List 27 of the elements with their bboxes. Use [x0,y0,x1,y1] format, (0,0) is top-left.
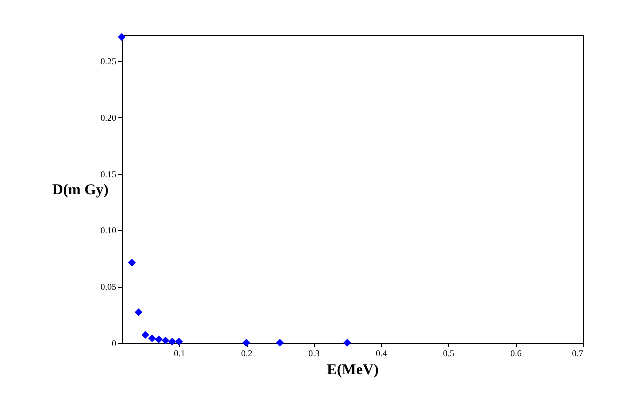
point [148,334,156,342]
y-tick-label: 0.10 [100,226,117,236]
x-tick-label: 0.4 [376,348,388,358]
x-tick-label: 0.7 [572,348,584,358]
point [118,33,126,42]
x-tick-label: 0.5 [443,348,456,358]
point [168,338,176,346]
y-tick-label: 0 [112,338,117,348]
x-tick-label: 0.6 [510,348,522,358]
point [162,336,170,345]
x-tick-label: 0.3 [308,348,320,358]
point [142,331,150,339]
point [276,339,284,347]
point [128,259,136,267]
point [344,339,352,347]
x-tick-label: 0.2 [241,348,253,358]
y-tick-label: 0.05 [100,282,117,292]
point [175,338,184,346]
y-tick-label: 0.15 [100,169,117,180]
point [155,336,163,344]
point [134,308,143,316]
point [242,339,250,347]
x-axis-title: E(MeV) [327,362,379,378]
x-tick-label: 0.1 [174,348,186,358]
y-axis-title: D(m Gy) [52,182,109,198]
y-tick-label: 0.20 [100,112,117,123]
y-tick-label: 0.25 [100,56,117,66]
